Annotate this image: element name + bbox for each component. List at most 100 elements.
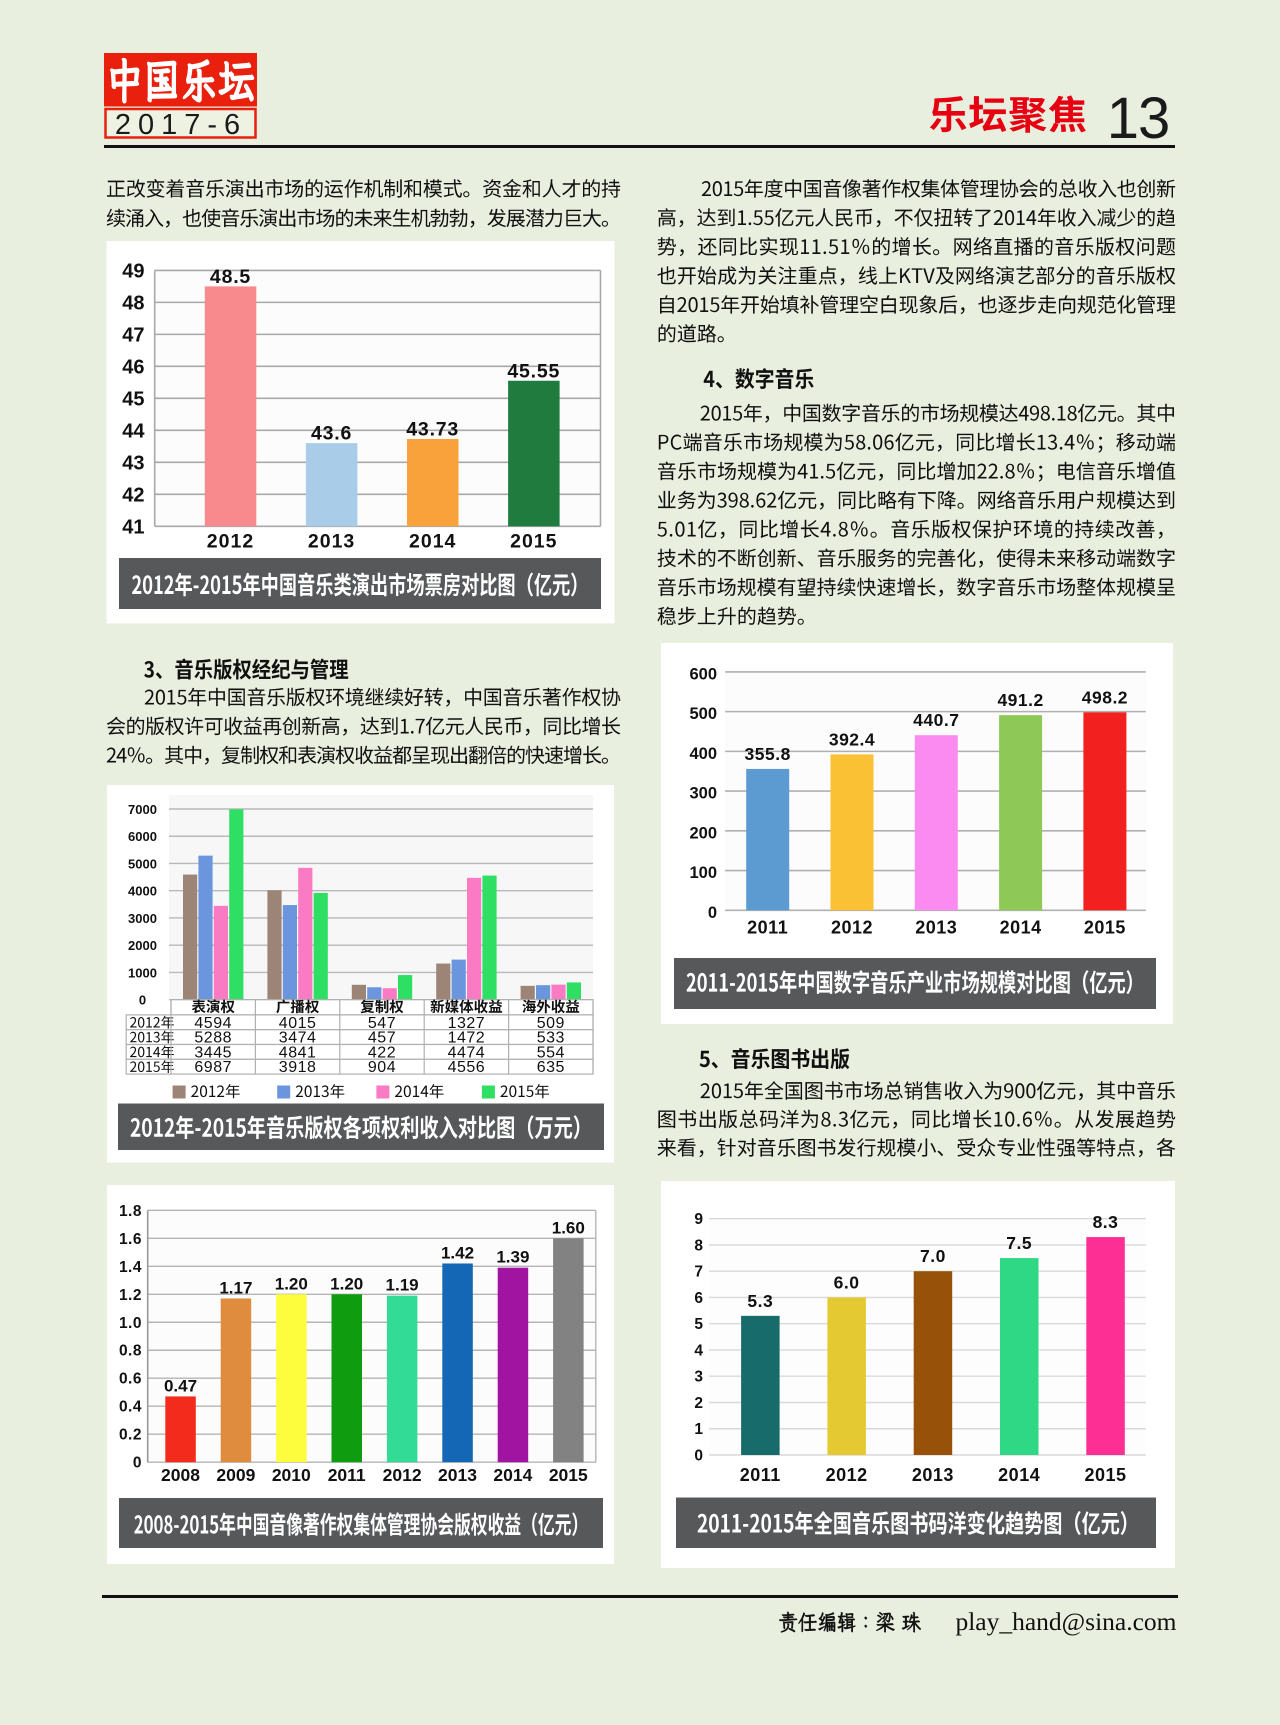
svg-text:1000: 1000 (128, 965, 157, 980)
svg-text:4556: 4556 (448, 1059, 486, 1076)
svg-text:0.4: 0.4 (119, 1399, 142, 1416)
svg-text:43.6: 43.6 (311, 423, 352, 445)
svg-text:4474: 4474 (448, 1044, 486, 1061)
svg-text:2011: 2011 (747, 918, 788, 938)
svg-text:3918: 3918 (279, 1059, 317, 1076)
svg-text:0: 0 (708, 904, 717, 922)
svg-text:300: 300 (689, 785, 717, 803)
svg-text:5: 5 (694, 1316, 703, 1333)
svg-text:3000: 3000 (128, 911, 157, 926)
svg-text:48.5: 48.5 (210, 266, 251, 288)
svg-text:635: 635 (537, 1059, 565, 1076)
svg-text:500: 500 (689, 705, 717, 723)
svg-text:0: 0 (133, 1455, 142, 1472)
svg-text:2015: 2015 (549, 1465, 588, 1485)
svg-text:0.6: 0.6 (119, 1371, 142, 1388)
svg-text:41: 41 (122, 516, 144, 538)
svg-text:457: 457 (368, 1030, 396, 1047)
svg-text:0: 0 (694, 1448, 703, 1465)
svg-text:3445: 3445 (194, 1044, 232, 1061)
svg-text:1.42: 1.42 (441, 1243, 474, 1262)
svg-text:2010: 2010 (272, 1465, 311, 1485)
svg-text:7: 7 (694, 1264, 703, 1281)
svg-text:2012: 2012 (826, 1465, 868, 1485)
svg-text:2009: 2009 (216, 1465, 255, 1485)
svg-text:8.3: 8.3 (1093, 1212, 1119, 1232)
svg-text:2017-6: 2017-6 (115, 109, 247, 141)
svg-text:2008: 2008 (161, 1465, 200, 1485)
svg-text:49: 49 (122, 260, 144, 282)
svg-text:4000: 4000 (128, 884, 157, 899)
svg-text:1.60: 1.60 (552, 1218, 585, 1237)
svg-text:554: 554 (537, 1044, 565, 1061)
svg-text:1.19: 1.19 (386, 1276, 419, 1295)
svg-text:45.55: 45.55 (507, 360, 560, 382)
svg-text:8: 8 (694, 1237, 703, 1254)
svg-text:4015: 4015 (279, 1015, 317, 1032)
svg-text:2014: 2014 (409, 531, 456, 553)
svg-text:43.73: 43.73 (406, 418, 459, 440)
svg-text:42: 42 (122, 484, 144, 506)
svg-text:2: 2 (694, 1395, 703, 1412)
svg-text:0.47: 0.47 (164, 1376, 197, 1395)
svg-text:2013: 2013 (308, 531, 355, 553)
svg-text:43: 43 (122, 452, 144, 474)
svg-text:3474: 3474 (279, 1030, 317, 1047)
svg-text:2015: 2015 (510, 531, 557, 553)
svg-text:2015: 2015 (1084, 918, 1126, 938)
svg-text:0.8: 0.8 (119, 1343, 142, 1360)
svg-text:1472: 1472 (448, 1030, 486, 1047)
svg-text:3: 3 (694, 1369, 703, 1386)
svg-text:5288: 5288 (194, 1030, 232, 1047)
svg-text:0: 0 (139, 993, 146, 1008)
svg-text:46: 46 (122, 356, 144, 378)
svg-text:1.20: 1.20 (275, 1274, 308, 1293)
svg-text:48: 48 (122, 292, 144, 314)
svg-text:422: 422 (368, 1044, 396, 1061)
svg-text:2011: 2011 (740, 1465, 781, 1485)
svg-text:1.4: 1.4 (119, 1259, 142, 1276)
svg-text:2015: 2015 (1084, 1465, 1126, 1485)
svg-text:1.2: 1.2 (119, 1287, 142, 1304)
svg-text:491.2: 491.2 (997, 690, 1043, 710)
svg-text:2014: 2014 (998, 1465, 1040, 1485)
svg-text:547: 547 (368, 1015, 396, 1032)
svg-text:2012: 2012 (207, 531, 254, 553)
svg-text:6.0: 6.0 (834, 1272, 860, 1292)
svg-text:440.7: 440.7 (913, 710, 959, 730)
svg-text:1.0: 1.0 (119, 1315, 142, 1332)
svg-text:2011: 2011 (328, 1465, 366, 1485)
svg-text:1: 1 (694, 1421, 703, 1438)
svg-text:533: 533 (537, 1030, 565, 1047)
svg-text:2014: 2014 (1000, 918, 1042, 938)
svg-text:355.8: 355.8 (745, 744, 791, 764)
svg-text:2000: 2000 (128, 938, 157, 953)
svg-text:2013: 2013 (912, 1465, 954, 1485)
svg-text:400: 400 (689, 745, 717, 763)
svg-text:4841: 4841 (279, 1044, 317, 1061)
svg-text:6987: 6987 (194, 1059, 232, 1076)
svg-text:5.3: 5.3 (747, 1291, 773, 1311)
svg-text:2012: 2012 (383, 1465, 422, 1485)
svg-text:0.2: 0.2 (119, 1427, 142, 1444)
svg-text:7.5: 7.5 (1006, 1233, 1032, 1253)
svg-text:1.8: 1.8 (119, 1203, 142, 1220)
svg-text:200: 200 (689, 824, 717, 842)
svg-text:4: 4 (694, 1342, 703, 1359)
svg-text:1.39: 1.39 (496, 1248, 529, 1267)
svg-text:play_hand@sina.com: play_hand@sina.com (955, 1607, 1176, 1636)
svg-text:1.20: 1.20 (330, 1274, 363, 1293)
svg-text:6000: 6000 (128, 829, 157, 844)
svg-text:7000: 7000 (128, 802, 157, 817)
svg-text:100: 100 (689, 864, 717, 882)
svg-text:4594: 4594 (194, 1015, 232, 1032)
svg-text:509: 509 (537, 1015, 565, 1032)
svg-text:498.2: 498.2 (1082, 687, 1128, 707)
svg-text:5000: 5000 (128, 856, 157, 871)
svg-text:1327: 1327 (448, 1015, 486, 1032)
svg-text:45: 45 (122, 388, 144, 410)
svg-text:2013: 2013 (915, 918, 957, 938)
svg-text:904: 904 (368, 1059, 396, 1076)
svg-text:7.0: 7.0 (920, 1246, 946, 1266)
svg-text:392.4: 392.4 (829, 729, 875, 749)
